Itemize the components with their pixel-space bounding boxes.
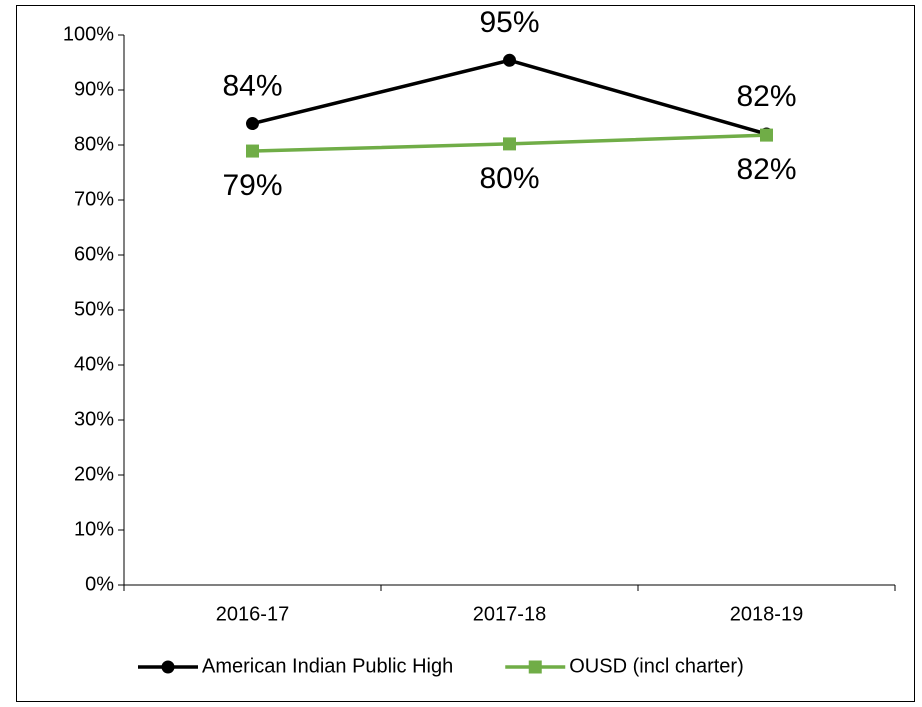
y-tick-label: 40% bbox=[74, 353, 114, 375]
marker bbox=[503, 53, 516, 67]
legend-label: American Indian Public High bbox=[202, 655, 453, 677]
data-label: 79% bbox=[222, 169, 282, 202]
data-label: 95% bbox=[479, 6, 539, 39]
y-tick-label: 70% bbox=[74, 188, 114, 210]
marker bbox=[246, 144, 259, 158]
data-label: 82% bbox=[736, 153, 796, 186]
y-tick-label: 60% bbox=[74, 243, 114, 265]
y-tick-label: 90% bbox=[74, 78, 114, 100]
y-tick-label: 100% bbox=[63, 23, 114, 45]
data-label: 80% bbox=[479, 162, 539, 195]
y-tick-label: 30% bbox=[74, 408, 114, 430]
legend-marker bbox=[161, 660, 175, 674]
y-tick-label: 50% bbox=[74, 298, 114, 320]
legend-marker bbox=[528, 660, 542, 674]
data-label: 82% bbox=[736, 80, 796, 113]
marker bbox=[503, 137, 516, 151]
x-tick-label: 2017-18 bbox=[473, 603, 546, 625]
x-tick-label: 2016-17 bbox=[216, 603, 289, 625]
data-label: 84% bbox=[222, 69, 282, 102]
marker bbox=[246, 117, 259, 131]
y-tick-label: 10% bbox=[74, 518, 114, 540]
y-tick-label: 20% bbox=[74, 463, 114, 485]
y-tick-label: 80% bbox=[74, 133, 114, 155]
y-tick-label: 0% bbox=[85, 573, 114, 595]
legend-label: OUSD (incl charter) bbox=[569, 655, 743, 677]
x-tick-label: 2018-19 bbox=[730, 603, 803, 625]
marker bbox=[760, 128, 773, 142]
